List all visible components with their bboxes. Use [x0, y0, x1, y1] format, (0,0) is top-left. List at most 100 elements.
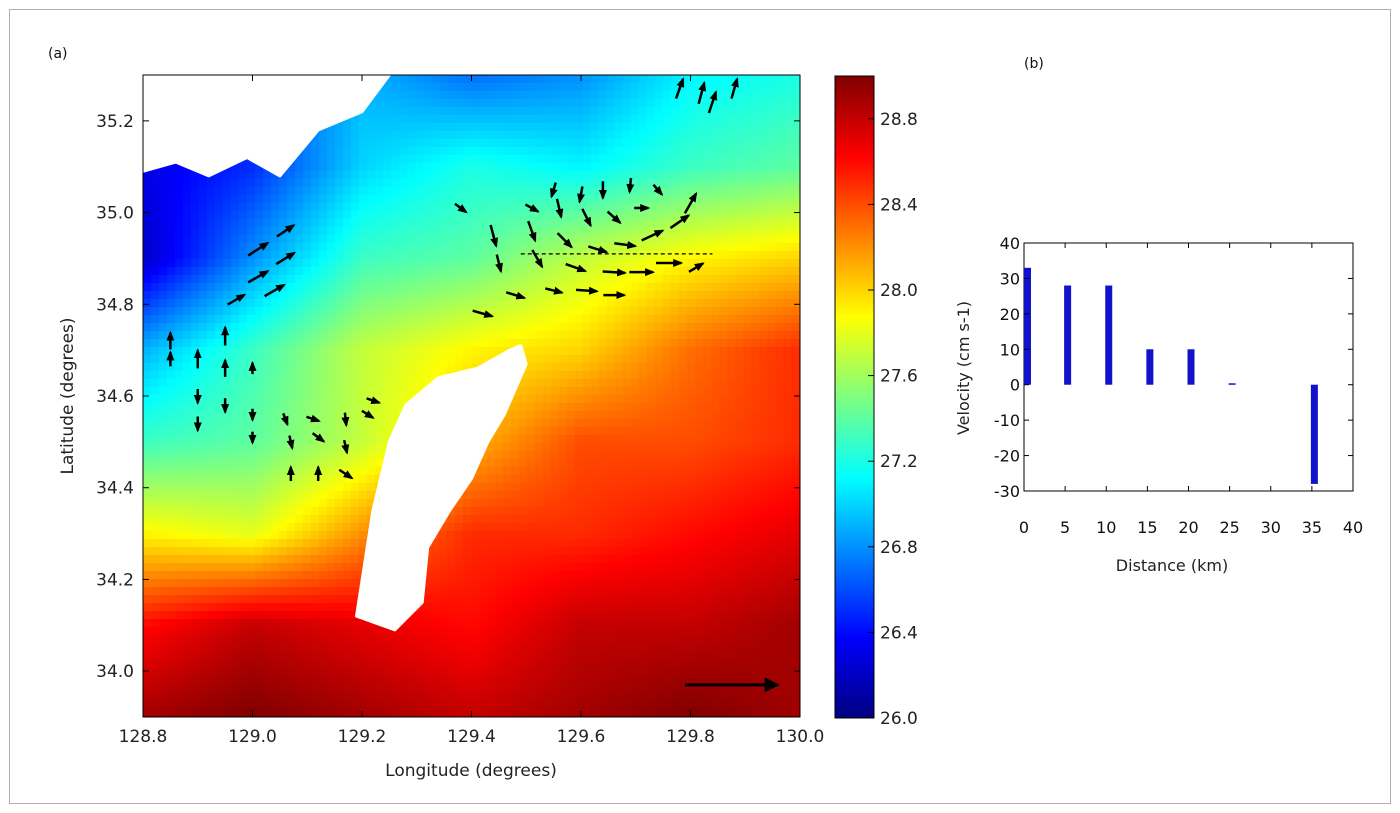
heatmap-cell: [367, 371, 376, 380]
heatmap-cell: [295, 547, 304, 556]
heatmap-cell: [247, 515, 256, 524]
heatmap-cell: [791, 387, 800, 396]
heatmap-cell: [207, 211, 216, 220]
heatmap-cell: [679, 275, 688, 284]
heatmap-cell: [575, 83, 584, 92]
heatmap-cell: [527, 91, 536, 100]
heatmap-cell: [423, 323, 432, 332]
heatmap-cell: [519, 515, 528, 524]
heatmap-cell: [527, 379, 536, 388]
heatmap-cell: [479, 483, 488, 492]
heatmap-cell: [247, 299, 256, 308]
heatmap-cell: [559, 499, 568, 508]
heatmap-cell: [191, 371, 200, 380]
heatmap-cell: [311, 403, 320, 412]
heatmap-cell: [207, 363, 216, 372]
heatmap-cell: [247, 443, 256, 452]
heatmap-cell: [599, 483, 608, 492]
heatmap-cell: [263, 459, 272, 468]
heatmap-cell: [623, 411, 632, 420]
heatmap-cell: [535, 507, 544, 516]
heatmap-cell: [335, 499, 344, 508]
heatmap-cell: [783, 251, 792, 260]
heatmap-cell: [599, 459, 608, 468]
heatmap-cell: [167, 259, 176, 268]
heatmap-cell: [351, 211, 360, 220]
heatmap-cell: [671, 123, 680, 132]
heatmap-cell: [351, 411, 360, 420]
heatmap-cell: [191, 475, 200, 484]
heatmap-cell: [567, 451, 576, 460]
heatmap-cell: [687, 339, 696, 348]
heatmap-cell: [327, 371, 336, 380]
heatmap-cell: [703, 307, 712, 316]
heatmap-cell: [695, 251, 704, 260]
heatmap-cell: [551, 107, 560, 116]
heatmap-cell: [679, 363, 688, 372]
heatmap-cell: [703, 379, 712, 388]
heatmap-cell: [727, 523, 736, 532]
heatmap-cell: [239, 187, 248, 196]
heatmap-cell: [415, 291, 424, 300]
heatmap-cell: [375, 435, 384, 444]
heatmap-cell: [583, 371, 592, 380]
heatmap-cell: [719, 379, 728, 388]
heatmap-cell: [439, 211, 448, 220]
heatmap-cell: [383, 187, 392, 196]
heatmap-cell: [367, 443, 376, 452]
heatmap-cell: [255, 483, 264, 492]
heatmap-cell: [567, 539, 576, 548]
heatmap-cell: [183, 299, 192, 308]
heatmap-cell: [671, 411, 680, 420]
heatmap-cell: [775, 275, 784, 284]
heatmap-cell: [719, 275, 728, 284]
heatmap-cell: [391, 347, 400, 356]
heatmap-cell: [399, 99, 408, 108]
heatmap-cell: [735, 259, 744, 268]
heatmap-cell: [335, 483, 344, 492]
heatmap-cell: [551, 219, 560, 228]
heatmap-cell: [303, 459, 312, 468]
heatmap-cell: [535, 195, 544, 204]
heatmap-cell: [647, 339, 656, 348]
heatmap-cell: [399, 139, 408, 148]
heatmap-cell: [143, 451, 152, 460]
heatmap-cell: [455, 323, 464, 332]
heatmap-cell: [543, 187, 552, 196]
heatmap-cell: [295, 339, 304, 348]
panel-a-label: (a): [48, 46, 68, 62]
heatmap-cell: [271, 363, 280, 372]
heatmap-cell: [591, 507, 600, 516]
heatmap-cell: [327, 483, 336, 492]
heatmap-cell: [535, 547, 544, 556]
heatmap-cell: [775, 339, 784, 348]
heatmap-cell: [375, 235, 384, 244]
heatmap-cell: [519, 339, 528, 348]
heatmap-cell: [751, 315, 760, 324]
heatmap-cell: [503, 491, 512, 500]
heatmap-cell: [567, 347, 576, 356]
heatmap-cell: [167, 491, 176, 500]
heatmap-cell: [607, 523, 616, 532]
heatmap-cell: [791, 467, 800, 476]
heatmap-cell: [199, 331, 208, 340]
heatmap-cell: [503, 203, 512, 212]
heatmap-cell: [255, 211, 264, 220]
heatmap-cell: [487, 323, 496, 332]
heatmap-cell: [671, 235, 680, 244]
heatmap-cell: [463, 323, 472, 332]
heatmap-cell: [471, 91, 480, 100]
heatmap-cell: [391, 299, 400, 308]
heatmap-cell: [279, 251, 288, 260]
heatmap-cell: [335, 187, 344, 196]
heatmap-cell: [631, 163, 640, 172]
heatmap-cell: [311, 323, 320, 332]
heatmap-cell: [375, 243, 384, 252]
heatmap-cell: [527, 371, 536, 380]
heatmap-cell: [391, 147, 400, 156]
heatmap-cell: [559, 459, 568, 468]
heatmap-cell: [743, 131, 752, 140]
heatmap-cell: [239, 523, 248, 532]
heatmap-cell: [535, 387, 544, 396]
heatmap-cell: [687, 139, 696, 148]
